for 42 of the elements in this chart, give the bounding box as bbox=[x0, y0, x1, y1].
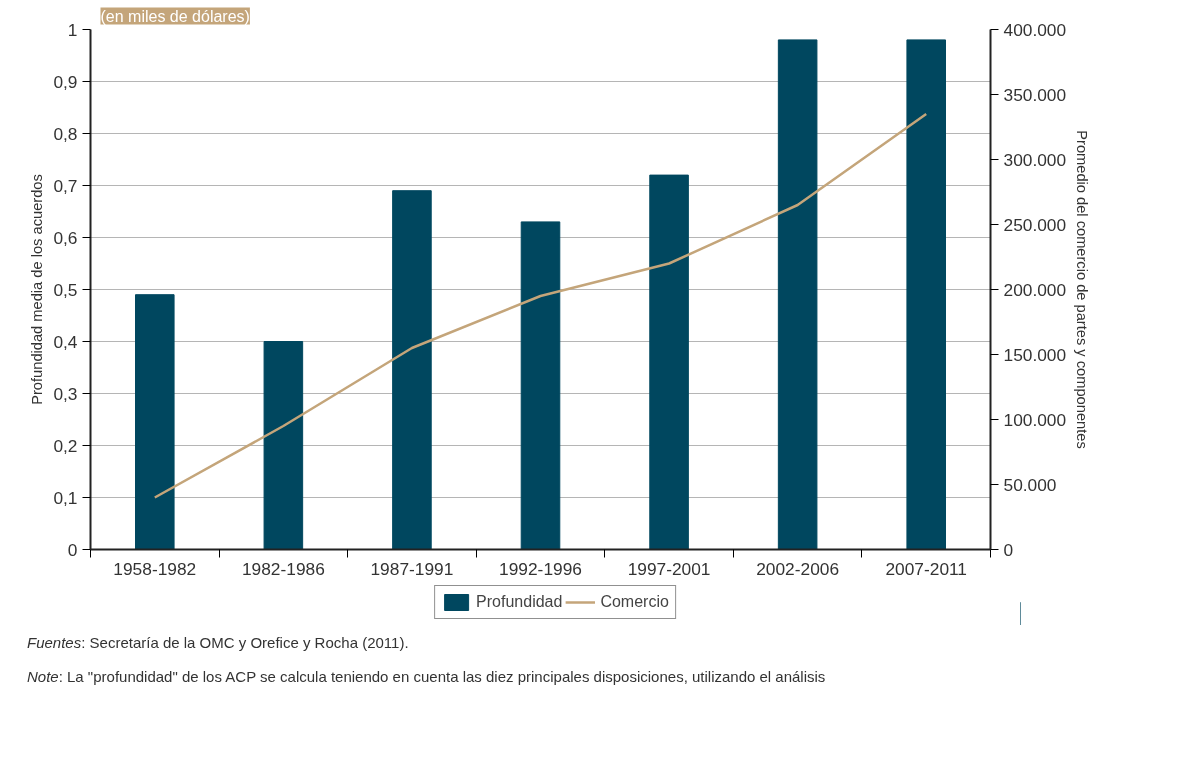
text: Note: La "profundidad" de los ACP se calcula teniendo en cuenta las diez principales disposiciones, utilizando el análisis bbox=[27, 667, 826, 687]
x-tick-label: 1987-1991 bbox=[370, 558, 454, 579]
x-tick-label: 2007-2011 bbox=[885, 558, 968, 579]
bar bbox=[263, 341, 304, 550]
source-note: Fuentes: Secretaría de la OMC y Orefice y Rocha (2011). bbox=[27, 633, 409, 653]
y-tick-label: 0,8 bbox=[53, 123, 78, 144]
y2-tick-label: 400.000 bbox=[1003, 19, 1067, 40]
y-tick-label: 0,9 bbox=[53, 71, 78, 92]
y-tick-label: 0,2 bbox=[53, 435, 78, 456]
y-tick-label: 0,1 bbox=[53, 487, 78, 508]
y-tick-label: 0 bbox=[67, 539, 78, 560]
y2-tick-label: 250.000 bbox=[1003, 214, 1067, 235]
bar bbox=[649, 174, 689, 550]
y-tick-label: 1 bbox=[67, 19, 78, 40]
y2-tick-label: 0 bbox=[1003, 539, 1014, 560]
y-tick-label: 0,7 bbox=[53, 175, 78, 196]
y-tick-label: 0,4 bbox=[53, 331, 78, 352]
legend-label: Comercio bbox=[600, 593, 669, 611]
chart-subtitle: (en miles de dólares) bbox=[100, 7, 250, 25]
y2-tick-label: 150.000 bbox=[1003, 344, 1067, 365]
y2-tick-label: 50.000 bbox=[1003, 474, 1057, 495]
legend-label: Profundidad bbox=[476, 593, 563, 611]
x-tick-label: 2002-2006 bbox=[756, 558, 840, 579]
x-tick-label: 1982-1986 bbox=[241, 558, 325, 579]
y-tick-label: 0,5 bbox=[53, 279, 78, 300]
bar bbox=[135, 294, 175, 550]
bar bbox=[392, 190, 432, 550]
x-tick-label: 1992-1996 bbox=[499, 558, 582, 579]
x-tick-label: 1958-1982 bbox=[113, 558, 197, 579]
bar bbox=[520, 221, 561, 550]
line-series bbox=[153, 112, 928, 499]
y2-tick-label: 100.000 bbox=[1003, 409, 1067, 430]
bar bbox=[906, 39, 946, 550]
y-tick-label: 0,6 bbox=[53, 227, 78, 248]
x-tick-label: 1997-2001 bbox=[627, 558, 711, 579]
bar bbox=[777, 39, 818, 550]
y-axis-title: Profundidad media de los acuerdos bbox=[29, 174, 46, 405]
y2-axis-title: Promedio del comercio de partes y componentes bbox=[1074, 130, 1091, 449]
y-tick-label: 0,3 bbox=[53, 383, 78, 404]
y2-tick-label: 300.000 bbox=[1003, 149, 1067, 170]
y2-tick-label: 350.000 bbox=[1003, 84, 1067, 105]
y2-tick-label: 200.000 bbox=[1003, 279, 1067, 300]
